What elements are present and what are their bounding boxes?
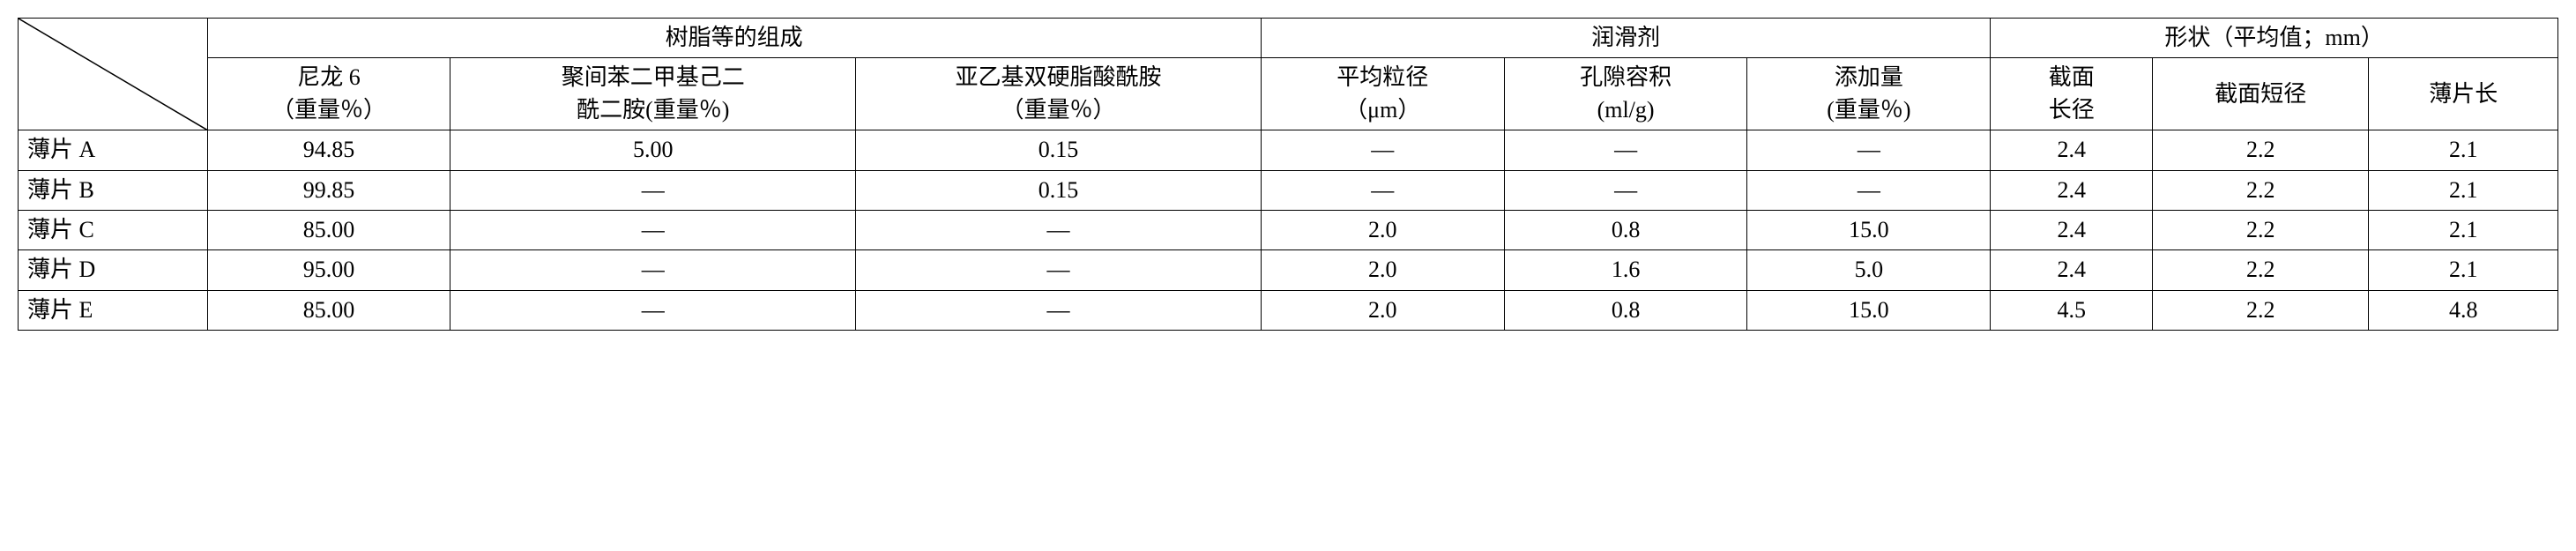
- col-minor-axis: 截面短径: [2153, 58, 2369, 130]
- table-row: 薄片 A 94.85 5.00 0.15 — — — 2.4 2.2 2.1: [19, 130, 2558, 170]
- cell: 2.1: [2369, 170, 2558, 210]
- cell: 1.6: [1504, 250, 1747, 290]
- cell: 99.85: [207, 170, 450, 210]
- cell: 15.0: [1747, 210, 1991, 249]
- cell: —: [1261, 170, 1504, 210]
- cell: 2.4: [1991, 210, 2153, 249]
- col-additive-amount: 添加量(重量％): [1747, 58, 1991, 130]
- group-resin: 树脂等的组成: [207, 19, 1261, 58]
- cell: 2.1: [2369, 210, 2558, 249]
- cell: —: [856, 250, 1262, 290]
- header-row-2: 尼龙 6（重量％） 聚间苯二甲基己二酰二胺(重量％) 亚乙基双硬脂酸酰胺（重量％…: [19, 58, 2558, 130]
- col-mxd6: 聚间苯二甲基己二酰二胺(重量％): [450, 58, 856, 130]
- cell: 2.1: [2369, 130, 2558, 170]
- cell: 5.0: [1747, 250, 1991, 290]
- cell: —: [450, 210, 856, 249]
- cell: 4.8: [2369, 290, 2558, 330]
- cell: 85.00: [207, 210, 450, 249]
- cell: 2.4: [1991, 170, 2153, 210]
- row-label: 薄片 E: [19, 290, 208, 330]
- cell: —: [856, 210, 1262, 249]
- cell: 85.00: [207, 290, 450, 330]
- cell: 95.00: [207, 250, 450, 290]
- cell: 0.15: [856, 170, 1262, 210]
- col-flake-length: 薄片长: [2369, 58, 2558, 130]
- cell: 2.0: [1261, 290, 1504, 330]
- cell: 15.0: [1747, 290, 1991, 330]
- cell: —: [856, 290, 1262, 330]
- cell: 2.2: [2153, 250, 2369, 290]
- table-row: 薄片 B 99.85 — 0.15 — — — 2.4 2.2 2.1: [19, 170, 2558, 210]
- cell: —: [450, 290, 856, 330]
- cell: 5.00: [450, 130, 856, 170]
- cell: —: [1261, 130, 1504, 170]
- cell: 2.1: [2369, 250, 2558, 290]
- col-nylon6: 尼龙 6（重量％）: [207, 58, 450, 130]
- row-label: 薄片 B: [19, 170, 208, 210]
- cell: 2.0: [1261, 210, 1504, 249]
- cell: 94.85: [207, 130, 450, 170]
- header-row-1: 树脂等的组成 润滑剂 形状（平均值；mm）: [19, 19, 2558, 58]
- cell: 2.2: [2153, 290, 2369, 330]
- cell: 2.2: [2153, 170, 2369, 210]
- col-pore-volume: 孔隙容积(ml/g): [1504, 58, 1747, 130]
- cell: 2.4: [1991, 130, 2153, 170]
- cell: 2.2: [2153, 210, 2369, 249]
- cell: 2.2: [2153, 130, 2369, 170]
- cell: —: [450, 170, 856, 210]
- cell: 0.8: [1504, 210, 1747, 249]
- col-avg-diameter: 平均粒径（μm）: [1261, 58, 1504, 130]
- composition-table: 树脂等的组成 润滑剂 形状（平均值；mm） 尼龙 6（重量％） 聚间苯二甲基己二…: [18, 18, 2558, 331]
- cell: 2.4: [1991, 250, 2153, 290]
- cell: —: [1747, 130, 1991, 170]
- cell: 4.5: [1991, 290, 2153, 330]
- cell: —: [450, 250, 856, 290]
- table-row: 薄片 E 85.00 — — 2.0 0.8 15.0 4.5 2.2 4.8: [19, 290, 2558, 330]
- table-row: 薄片 C 85.00 — — 2.0 0.8 15.0 2.4 2.2 2.1: [19, 210, 2558, 249]
- cell: —: [1504, 170, 1747, 210]
- table-row: 薄片 D 95.00 — — 2.0 1.6 5.0 2.4 2.2 2.1: [19, 250, 2558, 290]
- table-body: 薄片 A 94.85 5.00 0.15 — — — 2.4 2.2 2.1 薄…: [19, 130, 2558, 331]
- cell: 0.15: [856, 130, 1262, 170]
- cell: —: [1747, 170, 1991, 210]
- col-ebs: 亚乙基双硬脂酸酰胺（重量％）: [856, 58, 1262, 130]
- row-label: 薄片 D: [19, 250, 208, 290]
- cell: —: [1504, 130, 1747, 170]
- row-label: 薄片 A: [19, 130, 208, 170]
- row-label: 薄片 C: [19, 210, 208, 249]
- group-shape: 形状（平均值；mm）: [1991, 19, 2558, 58]
- cell: 2.0: [1261, 250, 1504, 290]
- corner-diagonal-cell: [19, 19, 208, 130]
- cell: 0.8: [1504, 290, 1747, 330]
- diagonal-line-icon: [19, 19, 207, 130]
- group-lubricant: 润滑剂: [1261, 19, 1990, 58]
- col-major-axis: 截面长径: [1991, 58, 2153, 130]
